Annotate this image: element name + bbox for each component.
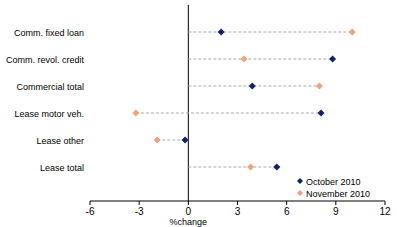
data-point (241, 56, 248, 63)
data-point (349, 29, 356, 36)
data-point (132, 110, 139, 117)
legend-label: October 2010 (306, 177, 361, 187)
plot-marks (132, 29, 355, 171)
data-point (318, 110, 325, 117)
connector (188, 32, 352, 33)
x-tick (188, 201, 189, 205)
x-tick (286, 201, 287, 205)
x-tick-label: 9 (333, 206, 339, 217)
x-tick-label: -6 (86, 206, 95, 217)
x-tick (139, 201, 140, 205)
legend-marker (297, 178, 303, 184)
legend-label: November 2010 (306, 189, 370, 199)
connector (188, 167, 277, 168)
category-label: Lease motor veh. (14, 109, 84, 119)
zero-line (188, 5, 189, 201)
category-label: Lease total (40, 163, 84, 173)
data-point (329, 56, 336, 63)
x-tick (90, 201, 91, 205)
category-label: Commercial total (16, 82, 84, 92)
legend-marker (297, 190, 303, 196)
category-label: Comm. revol. credit (6, 55, 85, 65)
connector (136, 113, 321, 114)
data-point (247, 164, 254, 171)
chart: -6 -3 0 3 6 9 12 %change Comm. fixed loan Comm. r… (0, 0, 397, 227)
data-point (316, 83, 323, 90)
connector (188, 59, 332, 60)
data-point (273, 164, 280, 171)
data-point (218, 29, 225, 36)
category-label: Lease other (36, 136, 84, 146)
x-tick (385, 201, 386, 205)
data-point (182, 137, 189, 144)
data-point (249, 83, 256, 90)
x-tick (335, 201, 336, 205)
x-tick-label: 0 (186, 206, 192, 217)
category-label: Comm. fixed loan (14, 28, 84, 38)
x-tick-label: 6 (284, 206, 290, 217)
x-tick-label: -3 (135, 206, 144, 217)
x-tick-label: 12 (379, 206, 391, 217)
data-point (154, 137, 161, 144)
x-tick-label: 3 (235, 206, 241, 217)
x-tick (237, 201, 238, 205)
x-axis-label: %change (170, 217, 208, 227)
